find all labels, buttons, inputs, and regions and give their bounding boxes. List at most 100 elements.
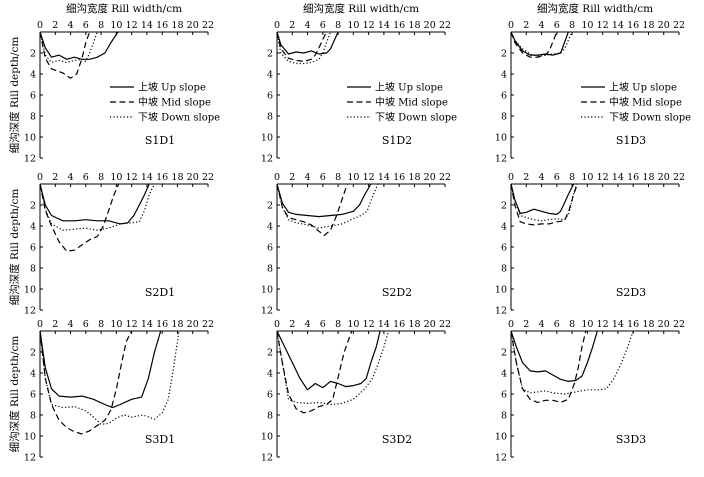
x-tick-label: 18 <box>171 20 183 31</box>
series-line-solid <box>39 330 162 409</box>
y-tick-label: 8 <box>501 112 507 123</box>
y-tick-label: 4 <box>267 70 273 81</box>
y-tick-label: 12 <box>24 306 36 317</box>
x-tick-label: 12 <box>597 20 609 31</box>
panel-label: S1D2 <box>382 134 412 147</box>
x-tick-label: 2 <box>52 172 58 183</box>
panel-label: S2D1 <box>145 286 175 299</box>
x-tick-label: 10 <box>110 20 122 31</box>
series-line-solid <box>276 330 381 391</box>
x-tick-label: 10 <box>110 319 122 330</box>
series-line-dashed <box>510 31 558 58</box>
x-tick-label: 10 <box>347 172 359 183</box>
y-tick-label: 4 <box>267 369 273 380</box>
x-tick-label: 22 <box>439 319 451 330</box>
x-tick-label: 8 <box>569 172 575 183</box>
legend-label: 下坡 Down slope <box>138 111 220 124</box>
y-tick-label: 2 <box>501 201 507 212</box>
x-tick-label: 18 <box>642 20 654 31</box>
series-line-solid <box>510 330 598 382</box>
y-tick-label: 6 <box>267 91 273 102</box>
x-tick-label: 14 <box>141 172 153 183</box>
x-tick-label: 18 <box>408 319 420 330</box>
x-tick-label: 14 <box>378 20 390 31</box>
x-tick-label: 10 <box>581 20 593 31</box>
x-tick-label: 8 <box>98 20 104 31</box>
y-tick-label: 10 <box>261 432 273 443</box>
y-tick-label: 10 <box>261 133 273 144</box>
panel-label: S3D2 <box>382 433 412 446</box>
y-tick-label: 8 <box>30 112 36 123</box>
x-axis-title: 细沟宽度 Rill width/cm <box>537 2 653 15</box>
x-tick-label: 10 <box>110 172 122 183</box>
x-tick-label: 12 <box>597 172 609 183</box>
x-tick-label: 4 <box>68 20 74 31</box>
x-tick-label: 8 <box>98 172 104 183</box>
x-tick-label: 0 <box>37 172 43 183</box>
x-tick-label: 8 <box>335 319 341 330</box>
x-tick-label: 16 <box>156 172 168 183</box>
y-tick-label: 2 <box>267 49 273 60</box>
x-tick-label: 18 <box>171 319 183 330</box>
x-tick-label: 22 <box>202 172 214 183</box>
x-tick-label: 8 <box>335 172 341 183</box>
x-tick-label: 2 <box>52 20 58 31</box>
series-line-solid <box>39 31 119 60</box>
y-tick-label: 2 <box>30 201 36 212</box>
x-tick-label: 2 <box>523 172 529 183</box>
y-tick-label: 10 <box>24 285 36 296</box>
x-tick-label: 12 <box>126 172 138 183</box>
x-tick-label: 18 <box>642 319 654 330</box>
x-tick-label: 20 <box>658 172 670 183</box>
y-tick-label: 6 <box>501 390 507 401</box>
series-line-dashed <box>39 330 133 435</box>
x-tick-label: 10 <box>347 20 359 31</box>
x-tick-label: 12 <box>126 20 138 31</box>
y-tick-label: 8 <box>267 112 273 123</box>
panel-label: S3D3 <box>616 433 646 446</box>
series-line-dotted <box>276 330 390 406</box>
legend-label: 中坡 Mid slope <box>138 96 211 109</box>
y-axis-title: 细沟深度 Rill depth/cm <box>8 37 21 154</box>
y-tick-label: 4 <box>30 222 36 233</box>
x-tick-label: 6 <box>320 172 326 183</box>
y-tick-label: 4 <box>501 70 507 81</box>
x-tick-label: 22 <box>673 172 685 183</box>
y-tick-label: 6 <box>30 390 36 401</box>
x-tick-label: 6 <box>554 319 560 330</box>
y-tick-label: 4 <box>267 222 273 233</box>
y-tick-label: 10 <box>24 432 36 443</box>
y-axis-title: 细沟深度 Rill depth/cm <box>8 189 21 306</box>
panel-label: S2D3 <box>616 286 646 299</box>
y-tick-label: 12 <box>495 453 507 464</box>
x-tick-label: 4 <box>68 172 74 183</box>
series-line-solid <box>510 183 575 215</box>
legend-label: 中坡 Mid slope <box>609 96 682 109</box>
series-line-dotted <box>39 31 98 64</box>
x-axis-title: 细沟宽度 Rill width/cm <box>303 2 419 15</box>
x-axis-title: 细沟宽度 Rill width/cm <box>66 2 182 15</box>
legend-label: 上坡 Up slope <box>138 81 206 94</box>
series-line-dotted <box>510 183 578 222</box>
y-tick-label: 6 <box>30 91 36 102</box>
x-tick-label: 4 <box>305 319 311 330</box>
x-tick-label: 22 <box>439 172 451 183</box>
y-tick-label: 8 <box>267 264 273 275</box>
x-tick-label: 6 <box>320 20 326 31</box>
y-tick-label: 8 <box>267 411 273 422</box>
x-tick-label: 2 <box>52 319 58 330</box>
x-tick-label: 0 <box>508 319 514 330</box>
x-tick-label: 8 <box>569 319 575 330</box>
x-tick-label: 4 <box>305 20 311 31</box>
y-tick-label: 8 <box>501 411 507 422</box>
y-tick-label: 12 <box>24 154 36 165</box>
x-tick-label: 6 <box>83 172 89 183</box>
x-tick-label: 20 <box>187 319 199 330</box>
x-tick-label: 10 <box>581 172 593 183</box>
x-tick-label: 14 <box>141 20 153 31</box>
x-tick-label: 0 <box>37 20 43 31</box>
y-tick-label: 10 <box>261 285 273 296</box>
